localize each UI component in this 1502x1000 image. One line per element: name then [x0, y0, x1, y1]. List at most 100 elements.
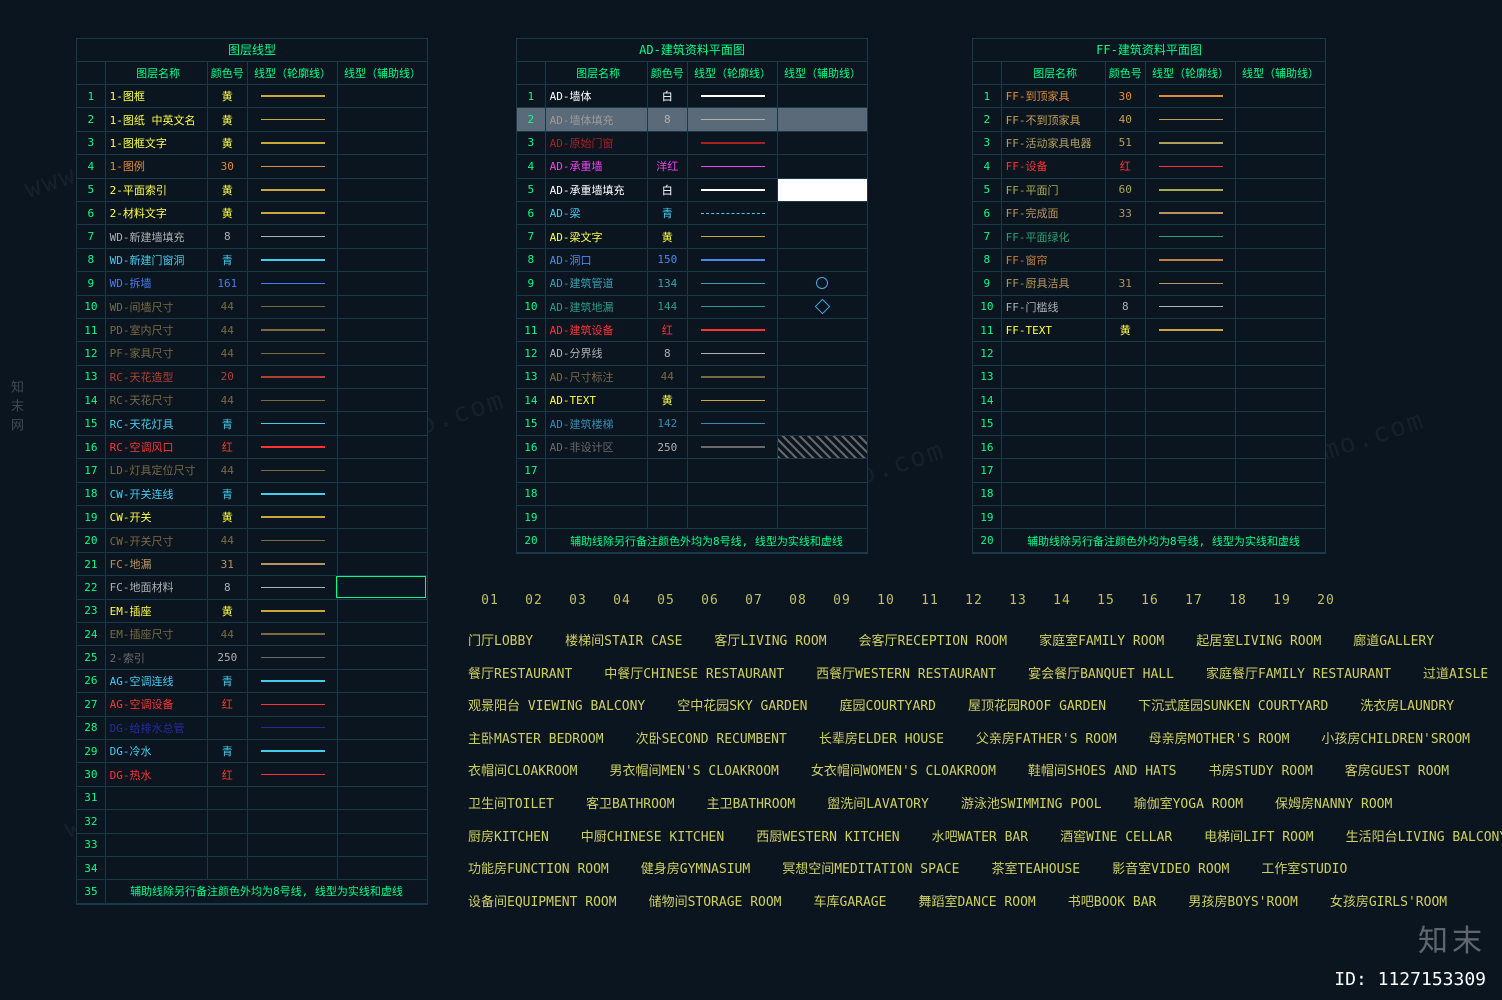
linetype-swatch-aux [778, 436, 867, 458]
layer-row[interactable]: 5FF-平面门60 [973, 179, 1325, 202]
layer-row[interactable]: 1AD-墙体白 [517, 85, 867, 108]
layer-row[interactable]: 10WD-间墙尺寸44 [77, 296, 427, 319]
layer-row[interactable]: 4AD-承重墙洋红 [517, 155, 867, 178]
color-number [1106, 225, 1147, 247]
layer-row[interactable]: 11FF-TEXT黄 [973, 319, 1325, 342]
layer-row[interactable]: 62-材料文字黄 [77, 202, 427, 225]
layer-row[interactable]: 12 [973, 342, 1325, 365]
layer-row[interactable]: 3FF-活动家具电器51 [973, 132, 1325, 155]
layer-row[interactable]: 8WD-新建门窗洞青 [77, 249, 427, 272]
linetype-swatch-outline [688, 155, 778, 177]
layer-row[interactable]: 7AD-梁文字黄 [517, 225, 867, 248]
layer-row[interactable]: 6FF-完成面33 [973, 202, 1325, 225]
layer-name: FF-窗帘 [1002, 249, 1106, 271]
layer-row[interactable]: 41-图例30 [77, 155, 427, 178]
layer-row[interactable]: 1FF-到顶家具30 [973, 85, 1325, 108]
layer-row[interactable]: 18 [517, 483, 867, 506]
layer-row[interactable]: 13 [973, 366, 1325, 389]
linetype-swatch-aux [338, 342, 427, 364]
layer-row[interactable]: 27AG-空调设备红 [77, 693, 427, 716]
layer-row[interactable]: 28DG-给排水总管 [77, 717, 427, 740]
layer-row[interactable]: 19 [517, 506, 867, 529]
layer-row[interactable]: 31 [77, 787, 427, 810]
layer-row[interactable]: 13AD-尺寸标注44 [517, 366, 867, 389]
layer-row[interactable]: 18CW-开关连线青 [77, 483, 427, 506]
layer-row[interactable]: 26AG-空调连线青 [77, 670, 427, 693]
layer-row[interactable]: 6AD-梁青 [517, 202, 867, 225]
linetype-swatch-aux [778, 296, 867, 318]
layer-row[interactable]: 14RC-天花尺寸44 [77, 389, 427, 412]
layer-row[interactable]: 3AD-原始门窗 [517, 132, 867, 155]
layer-row[interactable]: 9AD-建筑管道134 [517, 272, 867, 295]
room-label: 车库GARAGE [814, 895, 887, 910]
room-label: 过道AISLE [1423, 667, 1488, 682]
layer-row[interactable]: 2AD-墙体填充8 [517, 108, 867, 131]
row-index: 5 [77, 179, 106, 201]
linetype-swatch-outline [1146, 225, 1236, 247]
layer-row[interactable]: 21-图纸 中英文名黄 [77, 108, 427, 131]
layer-row[interactable]: 19 [973, 506, 1325, 529]
color-number: 红 [208, 763, 249, 785]
layer-row[interactable]: 20CW-开关尺寸44 [77, 529, 427, 552]
layer-row[interactable]: 15 [973, 412, 1325, 435]
layer-row[interactable]: 7FF-平面绿化 [973, 225, 1325, 248]
layer-row[interactable]: 16RC-空调风口红 [77, 436, 427, 459]
linetype-swatch-aux [338, 740, 427, 762]
layer-row[interactable]: 29DG-冷水青 [77, 740, 427, 763]
layer-row[interactable]: 23EM-插座黄 [77, 600, 427, 623]
layer-row[interactable]: 21FC-地漏31 [77, 553, 427, 576]
layer-row[interactable]: 17LD-灯具定位尺寸44 [77, 459, 427, 482]
layer-row[interactable]: 11PD-室内尺寸44 [77, 319, 427, 342]
layer-row[interactable]: 16 [973, 436, 1325, 459]
layer-row[interactable]: 252-索引250 [77, 646, 427, 669]
layer-row[interactable]: 11AD-建筑设备红 [517, 319, 867, 342]
layer-row[interactable]: 14AD-TEXT黄 [517, 389, 867, 412]
panel-header-row: 图层名称 颜色号 线型（轮廓线） 线型（辅助线） [77, 62, 427, 85]
layer-row[interactable]: 8AD-洞口150 [517, 249, 867, 272]
layer-row[interactable]: 52-平面索引黄 [77, 179, 427, 202]
layer-row[interactable]: 11-图框黄 [77, 85, 427, 108]
layer-row[interactable]: 17 [517, 459, 867, 482]
linetype-swatch-outline [1146, 132, 1236, 154]
layer-row[interactable]: 17 [973, 459, 1325, 482]
layer-panel-1: 图层线型 图层名称 颜色号 线型（轮廓线） 线型（辅助线） 11-图框黄21-图… [76, 38, 428, 905]
number-cell: 19 [1260, 593, 1304, 608]
layer-row[interactable]: 34 [77, 857, 427, 880]
number-cell: 14 [1040, 593, 1084, 608]
linetype-swatch-aux [338, 483, 427, 505]
layer-row[interactable]: 5AD-承重墙填充白 [517, 179, 867, 202]
layer-row[interactable]: 10AD-建筑地漏144 [517, 296, 867, 319]
layer-row[interactable]: 9FF-厨具洁具31 [973, 272, 1325, 295]
color-number: 44 [208, 296, 249, 318]
layer-row[interactable]: 2FF-不到顶家具40 [973, 108, 1325, 131]
layer-row[interactable]: 12AD-分界线8 [517, 342, 867, 365]
layer-row[interactable]: 24EM-插座尺寸44 [77, 623, 427, 646]
layer-row[interactable]: 12PF-家具尺寸44 [77, 342, 427, 365]
layer-row[interactable]: 16AD-非设计区250 [517, 436, 867, 459]
layer-row[interactable]: 18 [973, 483, 1325, 506]
layer-row[interactable]: 31-图框文字黄 [77, 132, 427, 155]
layer-name [1002, 459, 1106, 481]
layer-row[interactable]: 13RC-天花造型20 [77, 366, 427, 389]
layer-row[interactable]: 8FF-窗帘 [973, 249, 1325, 272]
room-label: 电梯间LIFT ROOM [1204, 830, 1313, 845]
linetype-swatch-aux [1236, 319, 1325, 341]
layer-row[interactable]: 7WD-新建墙填充8 [77, 225, 427, 248]
number-cell: 10 [864, 593, 908, 608]
layer-row[interactable]: 32 [77, 810, 427, 833]
layer-row[interactable]: 19CW-开关黄 [77, 506, 427, 529]
layer-row[interactable]: 15AD-建筑楼梯142 [517, 412, 867, 435]
layer-name: RC-天花灯具 [106, 412, 208, 434]
row-index: 18 [973, 483, 1002, 505]
layer-row[interactable]: 14 [973, 389, 1325, 412]
layer-row[interactable]: 4FF-设备红 [973, 155, 1325, 178]
layer-row[interactable]: 9WD-拆墙161 [77, 272, 427, 295]
layer-row[interactable]: 15RC-天花灯具青 [77, 412, 427, 435]
layer-row[interactable]: 33 [77, 834, 427, 857]
row-index: 5 [517, 179, 546, 201]
color-number: 144 [648, 296, 689, 318]
layer-name: 2-材料文字 [106, 202, 208, 224]
layer-row[interactable]: 10FF-门槛线8 [973, 296, 1325, 319]
color-number [1106, 483, 1147, 505]
layer-row[interactable]: 30DG-热水红 [77, 763, 427, 786]
